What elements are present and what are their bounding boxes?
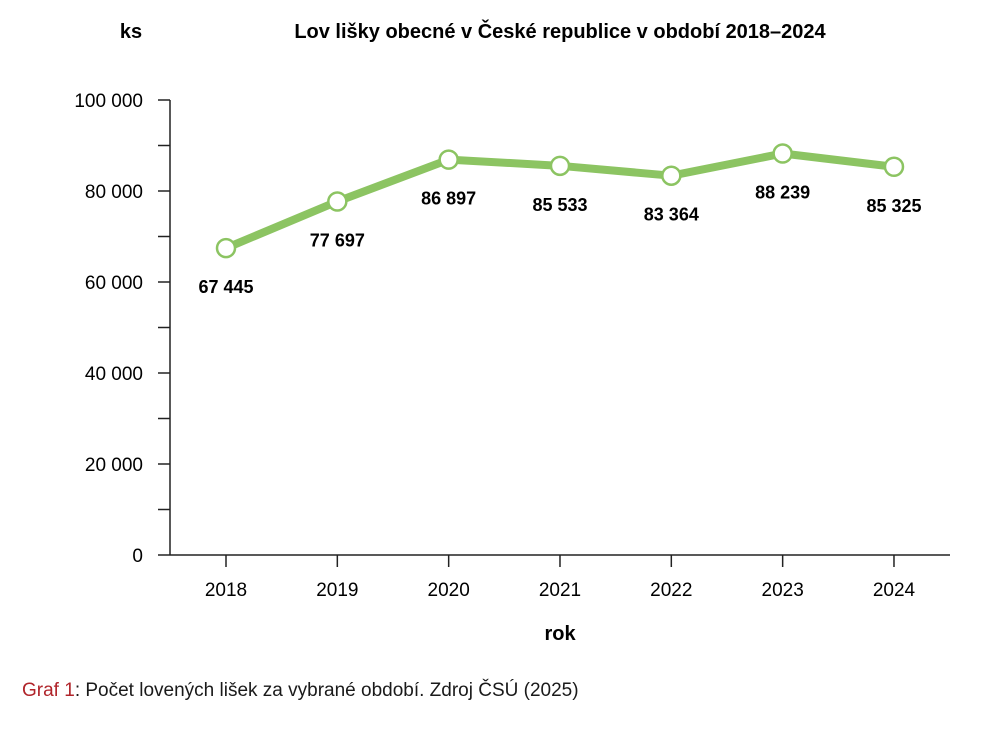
data-point xyxy=(438,149,459,170)
x-tick-label: 2018 xyxy=(205,580,247,601)
caption-label: Graf 1 xyxy=(22,680,75,701)
y-axis-label: ks xyxy=(120,21,142,43)
y-tick-label: 0 xyxy=(132,546,143,567)
data-point xyxy=(883,156,905,178)
data-point xyxy=(772,143,793,164)
data-point xyxy=(327,191,348,212)
x-axis-label: rok xyxy=(544,623,576,645)
y-tick-label: 40 000 xyxy=(85,364,143,385)
data-label: 85 325 xyxy=(866,196,921,216)
chart-title: Lov lišky obecné v České republice v obd… xyxy=(294,19,826,43)
data-label: 86 897 xyxy=(421,189,476,209)
caption-text: : Počet lovených lišek za vybrané období… xyxy=(74,680,579,701)
data-point xyxy=(549,155,571,177)
data-label: 67 445 xyxy=(198,277,253,297)
x-tick-label: 2021 xyxy=(539,580,581,601)
data-point xyxy=(661,165,682,186)
y-tick-label: 80 000 xyxy=(85,182,143,203)
y-tick-label: 60 000 xyxy=(85,273,143,294)
x-tick-label: 2022 xyxy=(650,580,692,601)
data-point xyxy=(215,237,237,259)
data-label: 83 364 xyxy=(644,205,699,225)
y-tick-label: 100 000 xyxy=(74,91,143,112)
figure-caption: Graf 1: Počet lovených lišek za vybrané … xyxy=(22,680,579,702)
x-tick-label: 2019 xyxy=(316,580,358,601)
data-label: 77 697 xyxy=(310,230,365,250)
data-label: 88 239 xyxy=(755,183,810,203)
y-tick-label: 20 000 xyxy=(85,455,143,476)
data-label: 85 533 xyxy=(532,195,587,215)
x-tick-label: 2024 xyxy=(873,580,916,601)
x-tick-label: 2020 xyxy=(428,580,470,601)
x-tick-label: 2023 xyxy=(762,580,804,601)
